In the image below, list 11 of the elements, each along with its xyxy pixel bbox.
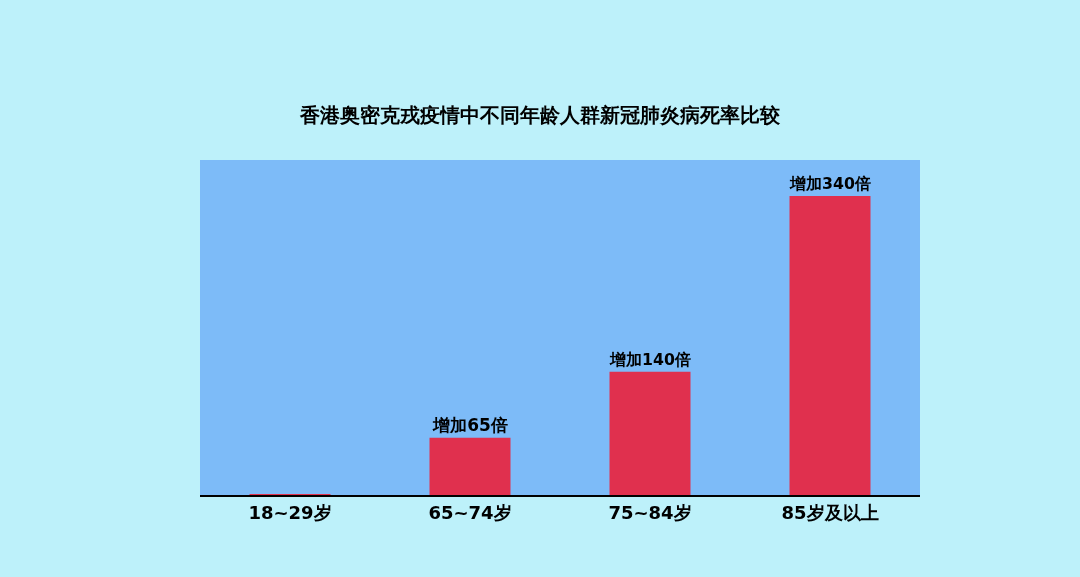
bar — [789, 195, 871, 495]
chart-title: 香港奥密克戎疫情中不同年龄人群新冠肺炎病死率比较 — [299, 103, 781, 128]
x-tick-label: 65~74岁 — [428, 501, 512, 523]
data-label: 增加65倍 — [432, 414, 508, 435]
data-label: 增加140倍 — [609, 350, 691, 370]
bar — [609, 371, 691, 495]
data-label: 增加340倍 — [789, 174, 871, 194]
x-tick-label: 18~29岁 — [248, 501, 332, 523]
x-tick-label: 85岁及以上 — [781, 501, 879, 523]
x-tick-label: 75~84岁 — [608, 501, 692, 523]
bar — [429, 437, 511, 495]
